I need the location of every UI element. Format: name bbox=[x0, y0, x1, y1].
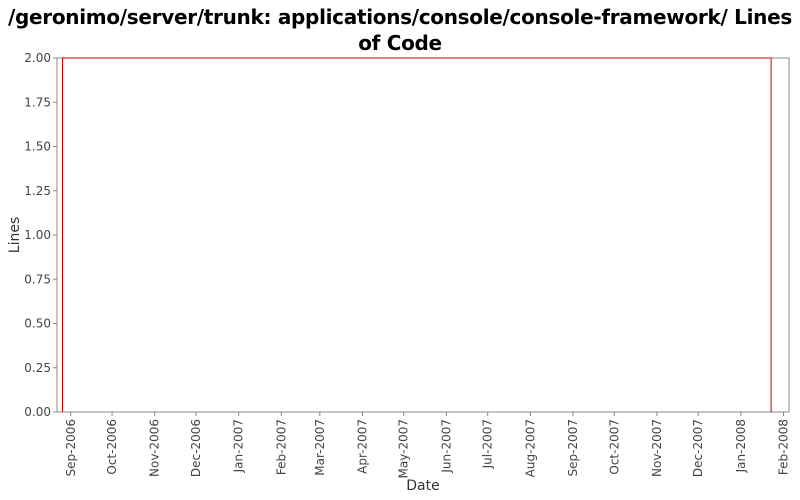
x-tick-label: Sep-2007 bbox=[566, 419, 580, 477]
y-tick-label: 1.00 bbox=[24, 228, 51, 242]
y-axis-label: Lines bbox=[7, 217, 23, 253]
chart-title: /geronimo/server/trunk: applications/con… bbox=[8, 5, 792, 55]
x-tick-label: Jul-2007 bbox=[481, 419, 495, 469]
y-tick-label: 0.50 bbox=[24, 317, 51, 331]
y-tick-label: 1.25 bbox=[24, 184, 51, 198]
series-line-0 bbox=[62, 57, 772, 412]
y-tick-label: 0.00 bbox=[24, 405, 51, 419]
x-axis: Sep-2006 Oct-2006 Nov-2006 Dec-2006 Jan-2007… bbox=[64, 412, 790, 478]
y-axis: 0.00 0.25 0.50 0.75 1.00 1.25 1.50 1.75 2.00 bbox=[24, 51, 57, 419]
x-tick-label: Nov-2007 bbox=[650, 419, 664, 477]
y-tick-label: 1.50 bbox=[24, 140, 51, 154]
x-tick-label: Jan-2007 bbox=[232, 419, 246, 473]
x-tick-label: Sep-2006 bbox=[64, 419, 78, 477]
x-tick-label: Aug-2007 bbox=[523, 419, 537, 477]
y-tick-label: 2.00 bbox=[24, 51, 51, 65]
plot-frame bbox=[56, 57, 790, 413]
plot-area bbox=[56, 57, 790, 413]
x-tick-label: Feb-2008 bbox=[776, 419, 790, 475]
x-tick-label: Dec-2006 bbox=[189, 419, 203, 477]
y-tick-label: 0.75 bbox=[24, 272, 51, 286]
x-tick-label: Nov-2006 bbox=[148, 419, 162, 477]
x-tick-label: Oct-2006 bbox=[105, 419, 119, 475]
x-tick-label: Apr-2007 bbox=[355, 419, 369, 474]
y-tick-label: 0.25 bbox=[24, 361, 51, 375]
x-tick-label: Jan-2008 bbox=[734, 419, 748, 473]
x-tick-label: Mar-2007 bbox=[313, 419, 327, 476]
x-axis-label: Date bbox=[406, 478, 439, 494]
x-tick-label: Feb-2007 bbox=[274, 419, 288, 475]
x-tick-label: Jun-2007 bbox=[439, 419, 453, 474]
x-tick-label: May-2007 bbox=[397, 419, 411, 478]
x-tick-label: Oct-2007 bbox=[607, 419, 621, 475]
y-tick-label: 1.75 bbox=[24, 95, 51, 109]
x-tick-label: Dec-2007 bbox=[691, 419, 705, 477]
